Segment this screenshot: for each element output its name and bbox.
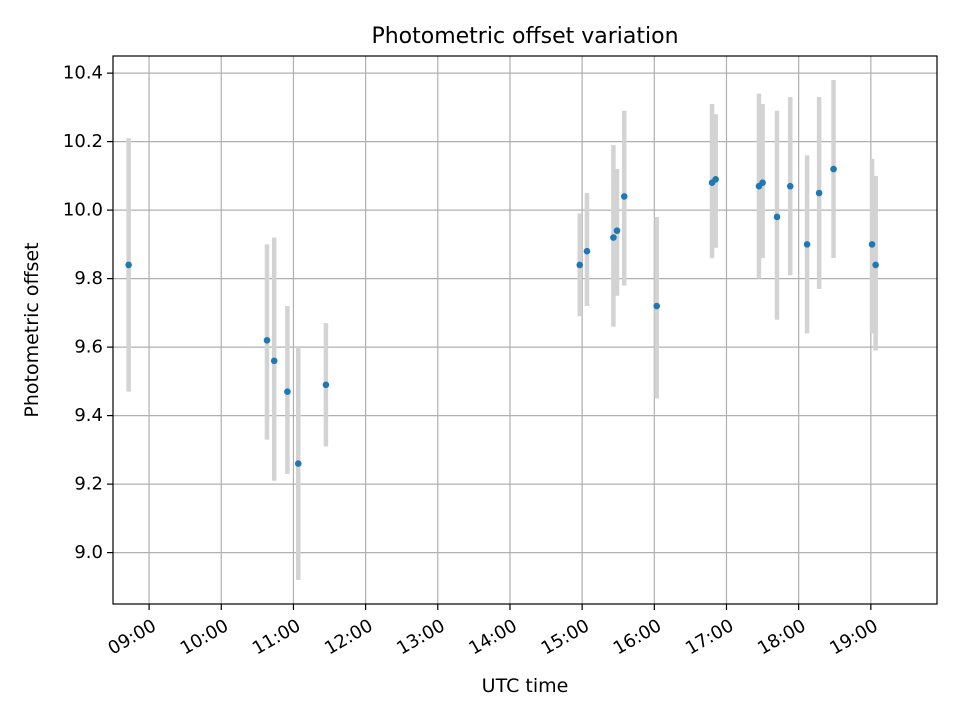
data-point	[294, 460, 302, 467]
plot-frame	[112, 55, 938, 605]
data-point	[653, 302, 661, 310]
chart-title: Photometric offset variation	[371, 24, 678, 49]
data-point	[613, 227, 621, 234]
x-axis-label: UTC time	[482, 675, 569, 697]
data-point	[610, 234, 617, 241]
data-point	[759, 179, 766, 187]
data-point	[284, 388, 291, 395]
data-point	[322, 381, 330, 389]
data-point	[712, 176, 719, 183]
y-tick-label: 9.0	[74, 542, 103, 563]
y-axis-label: Photometric offset	[21, 242, 43, 417]
y-tick-label: 10.4	[63, 63, 103, 84]
data-points	[125, 165, 879, 467]
y-tick-label: 9.2	[74, 474, 103, 495]
data-point	[868, 241, 876, 248]
y-tick-label: 10.0	[63, 200, 103, 221]
data-point	[773, 213, 781, 221]
data-point	[803, 241, 811, 248]
data-point	[620, 193, 628, 200]
y-axis-ticks: 9.0 9.2 9.4 9.6 9.8 10.0 10.2 10.4	[63, 63, 113, 563]
data-point	[270, 357, 278, 365]
data-point	[872, 261, 879, 269]
y-tick-label: 10.2	[63, 131, 103, 152]
data-point	[263, 336, 271, 344]
y-tick-label: 9.4	[74, 405, 103, 426]
data-point	[786, 182, 794, 190]
y-tick-label: 9.6	[74, 337, 103, 358]
data-point	[583, 247, 591, 255]
data-point	[830, 165, 837, 173]
data-point	[815, 189, 823, 197]
data-point	[125, 261, 132, 269]
y-tick-label: 9.8	[74, 268, 103, 289]
data-point	[576, 261, 584, 269]
grid	[113, 56, 937, 604]
